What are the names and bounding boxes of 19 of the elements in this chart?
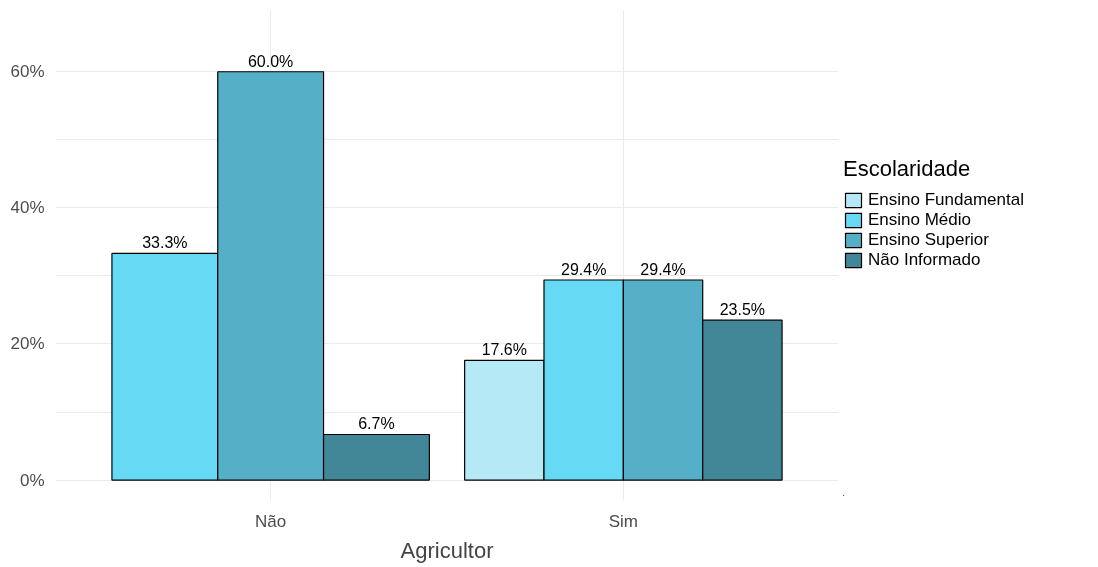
- legend-title: Escolaridade: [843, 156, 972, 182]
- data-label: 17.6%: [481, 341, 528, 359]
- legend-label: Ensino Médio: [868, 210, 972, 230]
- data-label: 23.5%: [719, 301, 766, 319]
- x-axis-title: Agricultor: [400, 537, 494, 563]
- data-label: 60.0%: [247, 52, 294, 70]
- y-tick-label: 20%: [10, 334, 45, 354]
- y-tick-label: 60%: [10, 62, 45, 82]
- y-tick-label: 0%: [19, 470, 45, 490]
- x-tick-label: Sim: [608, 511, 638, 531]
- data-label: 6.7%: [358, 415, 395, 433]
- data-label: 29.4%: [560, 261, 607, 278]
- legend-label: Ensino Superior: [868, 230, 989, 250]
- legend-label: Não Informado: [868, 250, 981, 270]
- data-label: 29.4%: [640, 261, 686, 278]
- y-tick-label: 40%: [10, 198, 45, 218]
- data-label: 33.3%: [142, 234, 188, 252]
- legend-label: Ensino Fundamental: [868, 190, 1024, 210]
- x-tick-label: Não: [255, 511, 287, 531]
